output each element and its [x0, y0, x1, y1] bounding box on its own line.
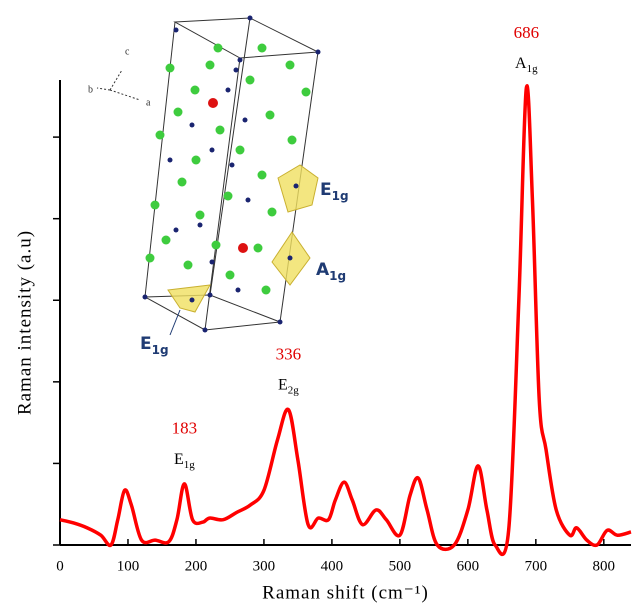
x-tick-label: 0: [56, 558, 64, 574]
mode-symbol: E: [174, 450, 184, 467]
lattice-axis-label: b: [88, 84, 93, 95]
spectrum-line: [59, 84, 632, 557]
x-tick-label: 100: [117, 558, 140, 574]
mode-subscript: 1g: [332, 189, 349, 203]
mode-symbol: A: [515, 55, 527, 72]
mode-symbol: E: [278, 376, 288, 393]
mode-subscript: 1g: [152, 343, 169, 357]
mode-symbol: A: [316, 260, 330, 280]
mode-subscript: 1g: [527, 63, 539, 75]
inset-mode-label: E1g: [320, 180, 349, 203]
x-tick-label: 500: [389, 558, 412, 574]
x-tick-label: 700: [525, 558, 548, 574]
x-tick-label: 600: [457, 558, 480, 574]
inset-mode-label: E1g: [140, 334, 169, 357]
inset-mode-label: A1g: [316, 260, 346, 283]
mode-label: E2g: [278, 376, 299, 396]
x-axis-label: Raman shift (cm⁻¹): [262, 582, 429, 603]
mode-symbol: E: [140, 334, 152, 354]
peak-position: 336: [276, 344, 302, 363]
mode-label: E1g: [174, 450, 195, 470]
peak-position: 183: [172, 419, 198, 438]
mode-symbol: E: [320, 180, 332, 200]
x-tick-label: 400: [321, 558, 344, 574]
peak-position: 686: [514, 23, 540, 42]
x-tick-label: 200: [185, 558, 208, 574]
lattice-axis-label: c: [125, 46, 130, 57]
mode-subscript: 1g: [184, 458, 196, 470]
x-tick-label: 300: [253, 558, 276, 574]
y-axis-label: Raman intensity (a.u): [14, 230, 35, 415]
lattice-axis-label: a: [146, 97, 151, 108]
mode-subscript: 1g: [329, 269, 346, 283]
x-tick-label: 800: [593, 558, 616, 574]
mode-subscript: 2g: [288, 384, 300, 396]
mode-label: A1g: [515, 55, 538, 75]
